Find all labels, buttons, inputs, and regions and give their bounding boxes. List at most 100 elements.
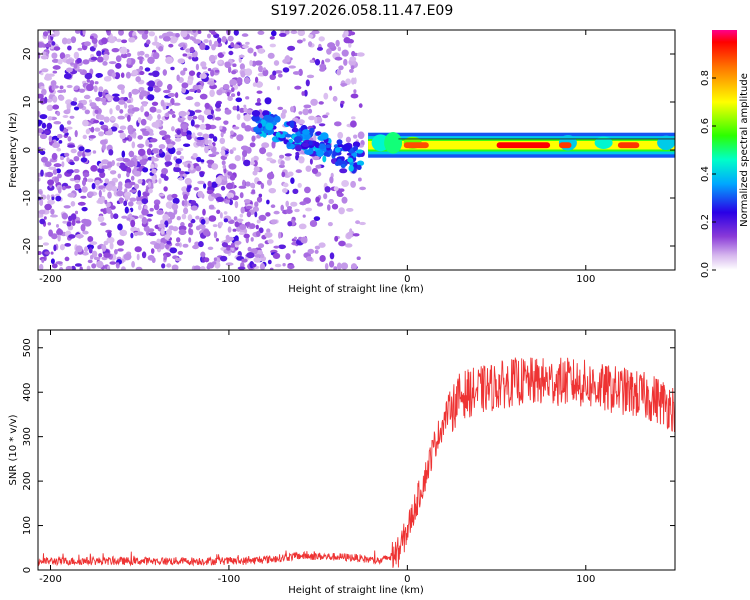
spectrogram-cell [358, 103, 363, 108]
spectrogram-cell [135, 76, 141, 83]
spectrogram-cell [124, 206, 129, 214]
spectrogram-cell [86, 244, 94, 250]
spectrogram-cell [135, 266, 143, 270]
spectrogram-cell [40, 194, 47, 200]
spectrogram-cell [234, 240, 242, 245]
spectrogram-cell [66, 169, 74, 174]
spectrogram-cell [351, 263, 357, 270]
spectrogram-cell [323, 193, 328, 200]
spectrogram-cell [171, 126, 175, 132]
spectrogram-cell [70, 62, 75, 66]
spectrogram-cell [222, 84, 230, 90]
spectrogram-cell [82, 172, 90, 178]
spectrogram-cell [151, 121, 160, 128]
spectrogram-cell [102, 143, 106, 151]
spectrogram-x-tick-label: -100 [218, 274, 241, 285]
spectrogram-cell [116, 157, 124, 162]
spectrogram-cell [204, 257, 210, 263]
spectrogram-cell [211, 181, 218, 188]
spectrogram-signal-cell [273, 115, 281, 123]
spectrogram-cell [89, 241, 98, 246]
spectrogram-cell [231, 87, 235, 93]
spectrogram-cell [117, 84, 125, 90]
spectrogram-cell [263, 67, 266, 71]
spectrogram-cell [179, 170, 185, 175]
spectrogram-cell [223, 120, 229, 125]
spectrogram-cell [56, 228, 64, 236]
spectrogram-cell [98, 86, 104, 93]
spectrogram-cell [319, 255, 326, 262]
spectrogram-cell [306, 74, 315, 79]
spectrogram-cell [148, 181, 151, 188]
spectrogram-cell [74, 130, 78, 138]
spectrogram-cell [267, 52, 275, 59]
spectrogram-cell [104, 199, 108, 205]
spectrogram-cell [146, 148, 152, 156]
spectrogram-cell [124, 188, 128, 193]
spectrogram-cell [38, 42, 45, 48]
spectrogram-cell [269, 267, 274, 270]
spectrogram-cell [141, 208, 149, 216]
spectrogram-cell [356, 52, 365, 57]
spectrogram-cell [171, 264, 179, 270]
spectrogram-cell [107, 265, 111, 270]
spectrogram-cell [176, 129, 181, 135]
spectrogram-cell [57, 59, 63, 65]
spectrogram-cell [282, 67, 290, 73]
spectrogram-cell [77, 150, 83, 157]
spectrogram-cell [225, 262, 234, 266]
spectrogram-cell [195, 63, 199, 71]
spectrogram-cell [148, 31, 156, 37]
spectrogram-cell [252, 160, 258, 167]
snr-frame [37, 329, 676, 571]
spectrogram-cell [101, 244, 107, 252]
spectrogram-cell [151, 168, 157, 174]
spectrogram-cell [108, 61, 117, 65]
spectrogram-cell [235, 97, 242, 103]
spectrogram-cell [216, 209, 221, 214]
spectrogram-cell [94, 81, 99, 85]
spectrogram-cell [175, 158, 182, 164]
spectrogram-cell [175, 242, 181, 247]
spectrogram-cell [174, 133, 183, 138]
spectrogram-carrier-peak [403, 142, 429, 149]
spectrogram-cell [154, 86, 161, 93]
spectrogram-cell [65, 265, 73, 270]
spectrogram-cell [75, 234, 84, 239]
spectrogram-cell [101, 165, 110, 170]
spectrogram-signal-cell [323, 151, 329, 157]
spectrogram-cell [42, 242, 49, 246]
spectrogram-cell [127, 124, 134, 132]
spectrogram-cell [112, 93, 120, 97]
spectrogram-cell [328, 199, 334, 204]
spectrogram-cell [48, 166, 57, 170]
spectrogram-cell [137, 56, 144, 60]
spectrogram-cell [64, 73, 72, 80]
spectrogram-cell [154, 35, 158, 43]
spectrogram-cell [202, 208, 206, 216]
spectrogram-cell [65, 67, 73, 73]
spectrogram-y-label: Frequency (Hz) [8, 112, 19, 188]
spectrogram-cell [102, 61, 108, 66]
spectrogram-cell [48, 135, 53, 143]
spectrogram-cell [103, 240, 109, 246]
spectrogram-cell [192, 132, 196, 139]
spectrogram-cell [97, 56, 104, 63]
spectrogram-cell [295, 151, 300, 156]
spectrogram-cell [128, 37, 136, 43]
spectrogram-cell [102, 101, 107, 106]
spectrogram-cell [70, 213, 77, 221]
snr-y-tick-label: 400 [22, 383, 33, 402]
spectrogram-cell [73, 87, 79, 91]
spectrogram-cell [295, 154, 300, 161]
spectrogram-cell [251, 189, 256, 194]
spectrogram-cell [256, 196, 263, 203]
spectrogram-cell [40, 133, 47, 139]
spectrogram-heatmap [38, 30, 675, 270]
spectrogram-cell [73, 63, 78, 69]
spectrogram-cell [158, 178, 162, 184]
spectrogram-cell [297, 119, 305, 125]
spectrogram-cell [337, 46, 341, 52]
spectrogram-cell [53, 121, 62, 125]
spectrogram-cell [180, 117, 186, 121]
